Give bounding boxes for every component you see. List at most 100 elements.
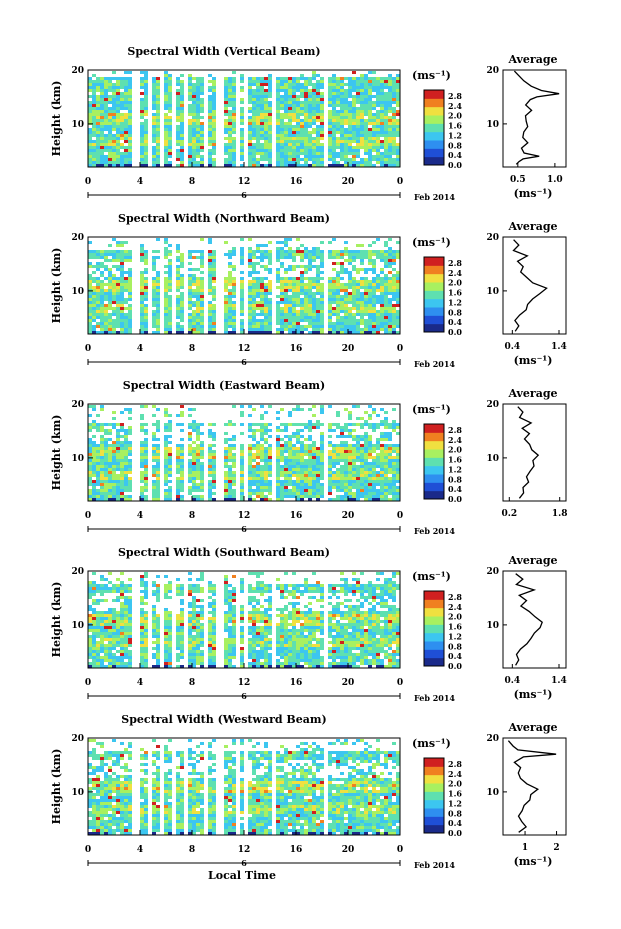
heatmap-cell xyxy=(124,453,128,456)
heatmap-cell xyxy=(320,283,324,286)
heatmap-cell xyxy=(360,480,364,483)
heatmap-cell xyxy=(224,298,228,301)
heatmap-cell xyxy=(316,274,320,277)
heatmap-cell xyxy=(260,435,264,438)
heatmap-cell xyxy=(292,495,296,498)
heatmap-cell xyxy=(100,262,104,265)
heatmap-cell xyxy=(300,92,304,95)
heatmap-cell xyxy=(128,292,132,295)
heatmap-cell xyxy=(376,289,380,292)
heatmap-cell xyxy=(124,283,128,286)
heatmap-cell xyxy=(268,331,272,334)
heatmap-cell xyxy=(96,80,100,83)
heatmap-cell xyxy=(308,92,312,95)
heatmap-cell xyxy=(156,322,160,325)
heatmap-cell xyxy=(320,471,324,474)
heatmap-cell xyxy=(112,474,116,477)
heatmap-cell xyxy=(288,116,292,119)
heatmap-cell xyxy=(320,486,324,489)
heatmap-cell xyxy=(396,468,400,471)
heatmap-cell xyxy=(200,92,204,95)
heatmap-cell xyxy=(156,292,160,295)
heatmap-cell xyxy=(276,319,280,322)
heatmap-cell xyxy=(208,256,212,259)
heatmap-cell xyxy=(348,149,352,152)
heatmap xyxy=(88,238,400,334)
heatmap-cell xyxy=(248,429,252,432)
heatmap-cell xyxy=(392,450,396,453)
heatmap-cell xyxy=(264,304,268,307)
heatmap-cell xyxy=(112,489,116,492)
heatmap-cell xyxy=(348,298,352,301)
heatmap-cell xyxy=(240,450,244,453)
heatmap-cell xyxy=(140,107,144,110)
heatmap-cell xyxy=(312,450,316,453)
heatmap-cell xyxy=(128,86,132,89)
heatmap-cell xyxy=(384,453,388,456)
heatmap-cell xyxy=(284,304,288,307)
heatmap-cell xyxy=(264,322,268,325)
heatmap-cell xyxy=(100,286,104,289)
heatmap-cell xyxy=(248,131,252,134)
heatmap-cell xyxy=(228,283,232,286)
heatmap-cell xyxy=(104,289,108,292)
heatmap-cell xyxy=(276,477,280,480)
heatmap-cell xyxy=(124,128,128,131)
heatmap-cell xyxy=(264,107,268,110)
heatmap-cell xyxy=(300,143,304,146)
heatmap-cell xyxy=(328,307,332,310)
heatmap-cell xyxy=(252,328,256,331)
heatmap-cell xyxy=(384,277,388,280)
heatmap-cell xyxy=(156,271,160,274)
heatmap-cell xyxy=(200,143,204,146)
heatmap-cell xyxy=(396,80,400,83)
heatmap-cell xyxy=(384,250,388,253)
heatmap-cell xyxy=(304,137,308,140)
heatmap-cell xyxy=(96,498,100,501)
heatmap-cell xyxy=(104,474,108,477)
heatmap-cell xyxy=(328,316,332,319)
heatmap-cell xyxy=(168,468,172,471)
heatmap-cell xyxy=(192,134,196,137)
heatmap-cell xyxy=(356,331,360,334)
heatmap-cell xyxy=(156,438,160,441)
heatmap-cell xyxy=(392,146,396,149)
heatmap-cell xyxy=(96,471,100,474)
heatmap-cell xyxy=(200,328,204,331)
heatmap-cell xyxy=(248,307,252,310)
heatmap-cell xyxy=(276,250,280,253)
heatmap-cell xyxy=(364,319,368,322)
heatmap-cell xyxy=(264,140,268,143)
heatmap-cell xyxy=(316,128,320,131)
heatmap-cell xyxy=(256,307,260,310)
heatmap-cell xyxy=(388,271,392,274)
heatmap-cell xyxy=(380,486,384,489)
heatmap-cell xyxy=(332,289,336,292)
heatmap-cell xyxy=(176,328,180,331)
heatmap-cell xyxy=(252,265,256,268)
heatmap-cell xyxy=(304,286,308,289)
heatmap-cell xyxy=(304,98,308,101)
heatmap-cell xyxy=(92,474,96,477)
heatmap-cell xyxy=(252,92,256,95)
heatmap-cell xyxy=(208,304,212,307)
heatmap-cell xyxy=(144,474,148,477)
heatmap-cell xyxy=(288,253,292,256)
heatmap-cell xyxy=(240,74,244,77)
heatmap-cell xyxy=(392,164,396,167)
heatmap-cell xyxy=(96,155,100,158)
heatmap-cell xyxy=(164,143,168,146)
heatmap-cell xyxy=(300,453,304,456)
heatmap-cell xyxy=(188,316,192,319)
heatmap-cell xyxy=(360,495,364,498)
heatmap-cell xyxy=(232,286,236,289)
heatmap-cell xyxy=(304,313,308,316)
heatmap-cell xyxy=(388,262,392,265)
heatmap-cell xyxy=(268,128,272,131)
heatmap-cell xyxy=(128,432,132,435)
heatmap-cell xyxy=(336,128,340,131)
x-tick-label: 4 xyxy=(137,344,143,354)
heatmap-cell xyxy=(156,456,160,459)
heatmap-cell xyxy=(88,489,92,492)
heatmap-cell xyxy=(96,146,100,149)
